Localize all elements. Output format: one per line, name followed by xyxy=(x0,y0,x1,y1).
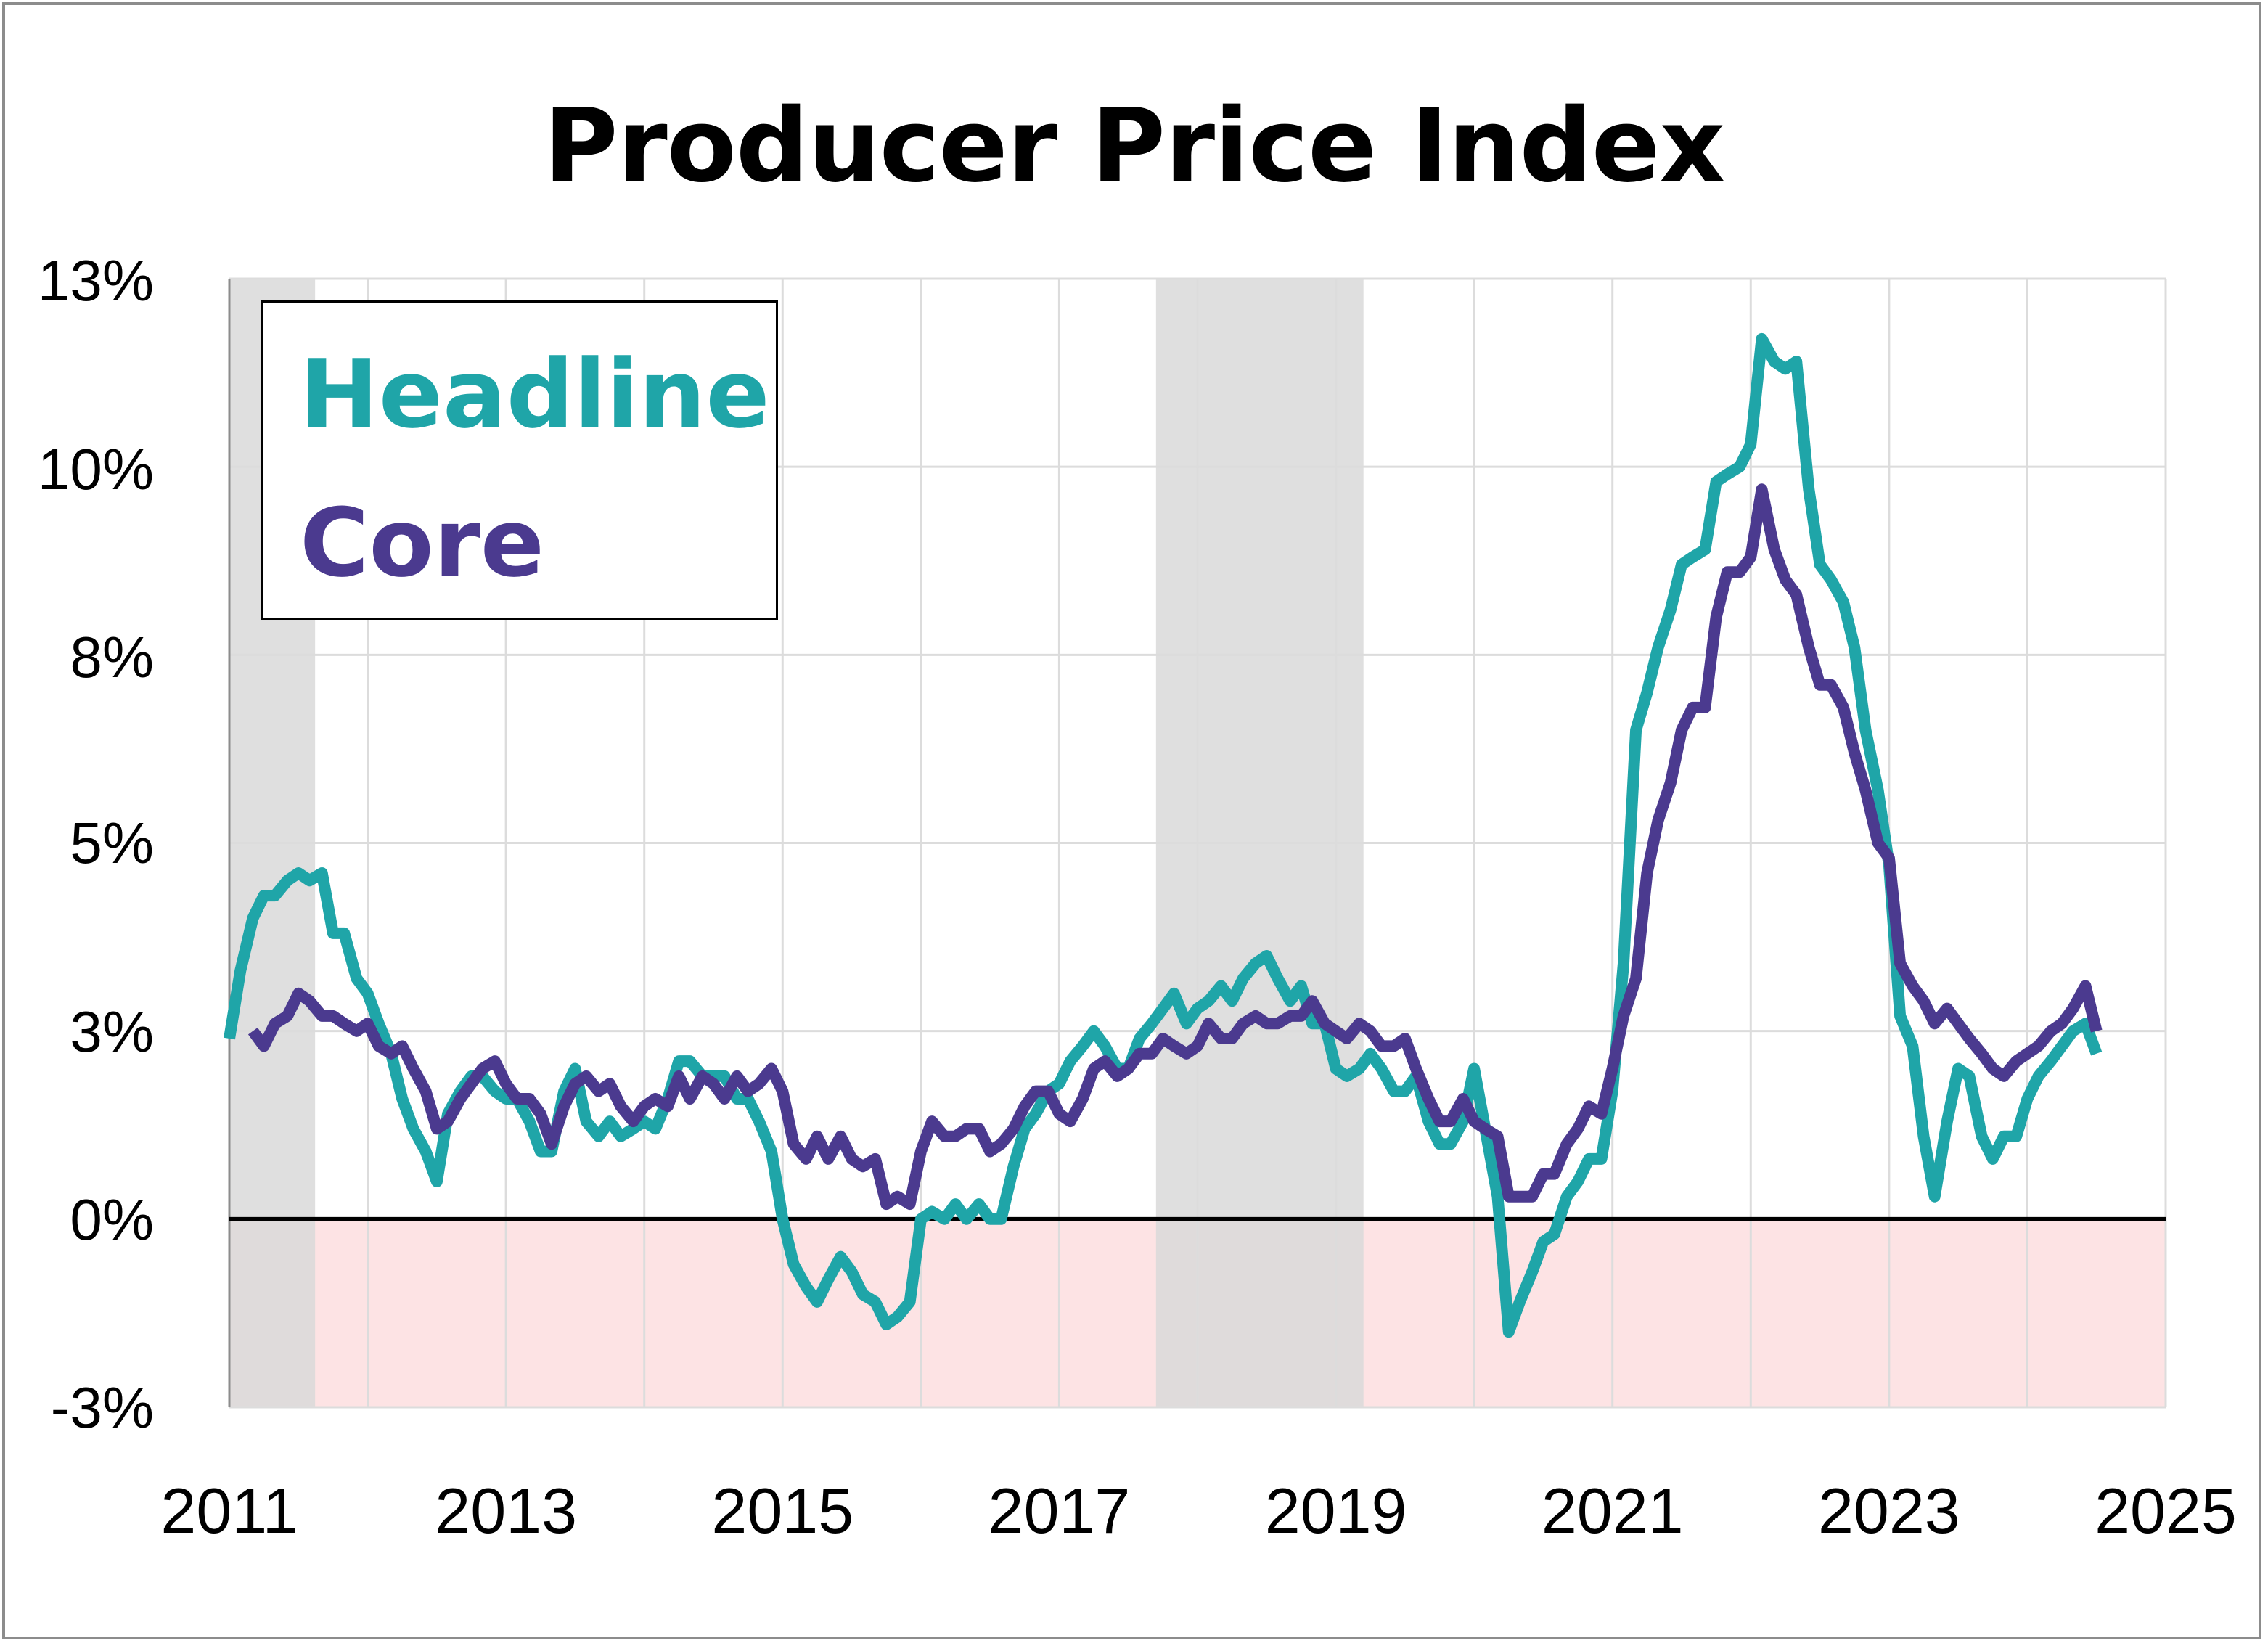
legend-entry-headline: Headline xyxy=(300,339,770,449)
y-tick-label: 8% xyxy=(70,625,154,689)
y-tick-label: 0% xyxy=(70,1187,154,1252)
x-tick-label: 2019 xyxy=(1265,1475,1407,1547)
y-tick-label: 13% xyxy=(38,248,154,313)
tick-label-layer: -3% 0% 3% 5% 8% 10% 13% 2011 2013 2015 2017 2019 202… xyxy=(38,248,2237,1547)
x-tick-label: 2011 xyxy=(160,1475,298,1547)
x-tick-label: 2015 xyxy=(711,1475,853,1547)
axis-layer xyxy=(228,279,2166,1407)
x-tick-label: 2023 xyxy=(1818,1475,1960,1547)
legend-entry-core: Core xyxy=(300,488,544,598)
y-tick-label: 3% xyxy=(70,999,154,1064)
x-tick-label: 2021 xyxy=(1542,1475,1684,1547)
series-line-headline xyxy=(224,332,2103,1338)
x-tick-label: 2017 xyxy=(988,1475,1131,1547)
series-line-core xyxy=(247,483,2103,1211)
chart-title: Producer Price Index xyxy=(544,87,1725,205)
x-tick-label: 2013 xyxy=(435,1475,577,1547)
y-tick-label: 5% xyxy=(70,811,154,875)
series-layer xyxy=(224,332,2103,1338)
x-tick-label: 2025 xyxy=(2095,1475,2237,1547)
y-tick-label: -3% xyxy=(51,1375,154,1440)
y-tick-label: 10% xyxy=(38,437,154,501)
legend: Headline Core xyxy=(261,300,778,620)
